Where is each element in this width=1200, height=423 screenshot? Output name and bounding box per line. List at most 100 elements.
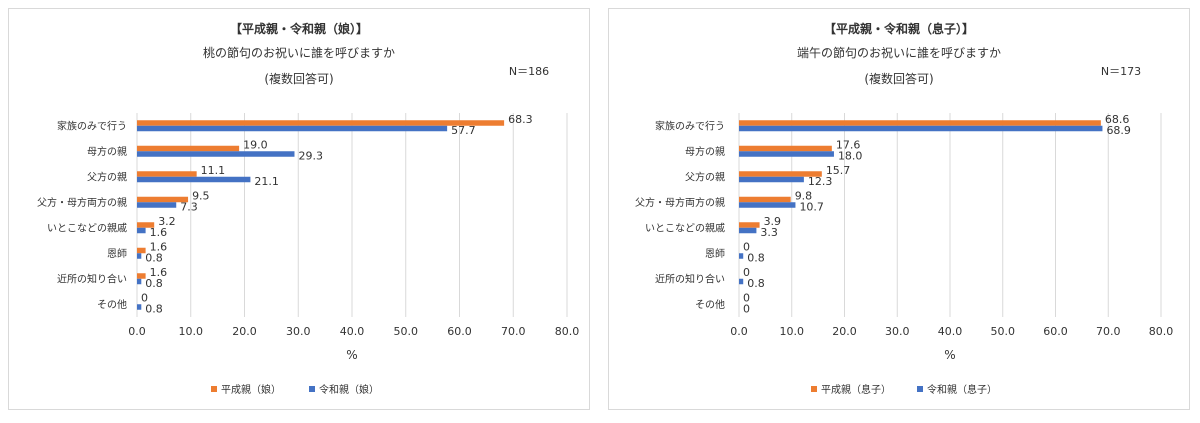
data-label: 0.8 bbox=[747, 251, 765, 264]
data-label: 0.8 bbox=[747, 277, 765, 290]
chart-daughter: 【平成親・令和親（娘）】桃の節句のお祝いに誰を呼びますか (複数回答可) N＝186… bbox=[37, 21, 580, 396]
x-tick-label: 20.0 bbox=[232, 325, 257, 338]
chart-panel-son: 【平成親・令和親（息子）】 端午の節句のお祝いに誰を呼びますか (複数回答可) N＝1… bbox=[608, 8, 1190, 410]
bar bbox=[137, 222, 155, 228]
x-tick-label: 20.0 bbox=[832, 325, 857, 338]
x-tick-label: 0.0 bbox=[730, 325, 748, 338]
bar bbox=[739, 196, 791, 203]
data-label: 1.6 bbox=[150, 266, 168, 279]
data-label: 9.8 bbox=[795, 189, 813, 202]
x-tick-label: 50.0 bbox=[394, 325, 419, 338]
data-label: 1.6 bbox=[150, 240, 168, 253]
sample-size-label: N＝186 bbox=[509, 65, 549, 78]
data-label: 15.7 bbox=[826, 164, 851, 177]
data-label: 29.3 bbox=[298, 149, 323, 162]
bar bbox=[137, 176, 251, 183]
data-label: 21.1 bbox=[254, 175, 279, 188]
data-label: 0.8 bbox=[145, 251, 163, 264]
bar bbox=[739, 253, 744, 259]
category-label: その他 bbox=[695, 298, 725, 311]
data-label: 10.7 bbox=[799, 200, 824, 213]
bar bbox=[137, 196, 189, 203]
data-label: 57.7 bbox=[451, 124, 476, 137]
category-label: 近所の知り合い bbox=[57, 272, 127, 285]
bar bbox=[739, 227, 757, 234]
data-label: 3.3 bbox=[760, 226, 778, 239]
data-label: 0 bbox=[141, 291, 148, 304]
category-label: いとこなどの親戚 bbox=[47, 221, 127, 234]
bar bbox=[137, 202, 177, 208]
bar bbox=[739, 171, 822, 177]
legend-label: 令和親（娘） bbox=[319, 383, 379, 396]
category-label: 家族のみで行う bbox=[655, 119, 725, 132]
data-label: 0 bbox=[743, 266, 750, 279]
legend-swatch bbox=[917, 386, 923, 392]
data-label: 11.1 bbox=[201, 164, 226, 177]
legend-label: 平成親（娘） bbox=[221, 383, 281, 396]
x-tick-label: 60.0 bbox=[1043, 325, 1068, 338]
data-label: 3.2 bbox=[158, 215, 176, 228]
x-tick-label: 80.0 bbox=[555, 325, 580, 338]
chart-note: (複数回答可) bbox=[264, 71, 333, 86]
x-tick-label: 10.0 bbox=[179, 325, 204, 338]
bar bbox=[739, 125, 1103, 132]
category-label: 恩師 bbox=[705, 247, 725, 260]
bar bbox=[137, 253, 142, 259]
x-tick-label: 40.0 bbox=[340, 325, 365, 338]
x-tick-label: 80.0 bbox=[1149, 325, 1174, 338]
category-label: 恩師 bbox=[107, 247, 127, 260]
chart-son: 【平成親・令和親（息子）】端午の節句のお祝いに誰を呼びますか (複数回答可) N＝1… bbox=[635, 21, 1174, 396]
data-label: 68.3 bbox=[508, 113, 533, 126]
data-label: 0 bbox=[743, 302, 750, 315]
data-label: 0.8 bbox=[145, 302, 163, 315]
bar bbox=[137, 247, 146, 254]
data-label: 1.6 bbox=[150, 226, 168, 239]
data-label: 17.6 bbox=[836, 138, 861, 151]
legend-label: 令和親（息子） bbox=[927, 383, 997, 396]
x-axis-label: % bbox=[346, 348, 357, 362]
data-label: 0.8 bbox=[145, 277, 163, 290]
category-label: 家族のみで行う bbox=[57, 119, 127, 132]
data-label: 0 bbox=[743, 291, 750, 304]
category-label: いとこなどの親戚 bbox=[645, 221, 725, 234]
bar bbox=[137, 120, 505, 126]
category-label: 母方の親 bbox=[685, 145, 725, 158]
data-label: 12.3 bbox=[808, 175, 833, 188]
bar bbox=[137, 227, 146, 234]
data-label: 18.0 bbox=[838, 149, 863, 162]
bar bbox=[739, 120, 1101, 126]
bar bbox=[137, 151, 295, 157]
x-tick-label: 30.0 bbox=[885, 325, 910, 338]
category-label: 近所の知り合い bbox=[655, 272, 725, 285]
chart-title: 【平成親・令和親（娘）】 bbox=[230, 21, 368, 36]
data-label: 3.9 bbox=[764, 215, 782, 228]
data-label: 68.9 bbox=[1106, 124, 1131, 137]
bar bbox=[137, 171, 197, 177]
bar bbox=[137, 304, 142, 310]
x-tick-label: 10.0 bbox=[780, 325, 805, 338]
bar bbox=[739, 151, 834, 157]
x-tick-label: 60.0 bbox=[447, 325, 472, 338]
sample-size-label: N＝173 bbox=[1101, 65, 1141, 78]
bar bbox=[137, 145, 240, 152]
data-label: 0 bbox=[743, 240, 750, 253]
bar bbox=[739, 278, 744, 285]
chart-panel-daughter: 【平成親・令和親（娘）】桃の節句のお祝いに誰を呼びますか (複数回答可) N＝186… bbox=[8, 8, 590, 410]
category-label: 父方・母方両方の親 bbox=[635, 196, 725, 209]
chart-subtitle: 端午の節句のお祝いに誰を呼びますか bbox=[797, 45, 1001, 60]
bar bbox=[137, 273, 146, 279]
x-tick-label: 40.0 bbox=[938, 325, 963, 338]
legend-swatch bbox=[309, 386, 315, 392]
category-label: その他 bbox=[97, 298, 127, 311]
bar bbox=[137, 125, 448, 132]
legend-label: 平成親（息子） bbox=[821, 383, 891, 396]
chart-subtitle: 桃の節句のお祝いに誰を呼びますか bbox=[203, 45, 395, 60]
data-label: 7.3 bbox=[180, 200, 198, 213]
x-tick-label: 50.0 bbox=[991, 325, 1016, 338]
data-label: 68.6 bbox=[1105, 113, 1130, 126]
bar bbox=[739, 222, 760, 228]
x-tick-label: 30.0 bbox=[286, 325, 311, 338]
bar bbox=[137, 278, 142, 285]
legend-swatch bbox=[811, 386, 817, 392]
category-label: 父方の親 bbox=[685, 170, 725, 183]
